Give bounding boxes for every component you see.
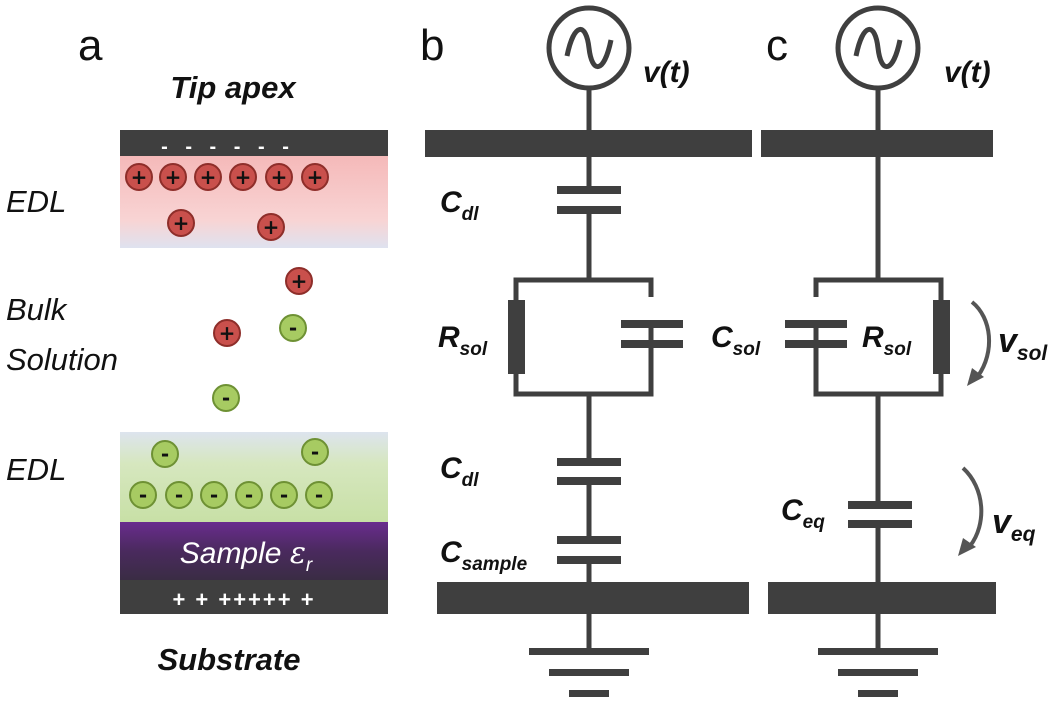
negative-ions-bulk: - - [212,314,307,412]
label-c-dl-top: Cdl [440,186,479,225]
v-eq-arrow-icon [961,466,984,548]
source-label-c: v(t) [944,56,991,89]
resistor-r-sol-b [508,300,525,374]
bulk-label-line2: Solution [6,342,118,377]
tip-plate-b [425,130,752,157]
panel-c-letter: c [766,21,788,70]
panel-a-letter: a [78,21,103,70]
substrate-label: Substrate [158,642,301,677]
svg-text:+: + [291,269,308,293]
svg-text:-: - [161,442,169,466]
svg-text:+: + [307,165,324,189]
sample-layer [120,522,388,580]
svg-text:-: - [175,483,183,507]
svg-text:-: - [222,386,230,410]
negative-ion: - [279,314,307,342]
svg-text:+: + [263,215,280,239]
edl-top-label: EDL [6,184,66,219]
negative-ions-edl: - - - - - - - - [129,438,333,509]
svg-text:-: - [289,316,297,340]
svg-text:-: - [315,483,323,507]
label-r-sol-c: Rsol [862,321,912,360]
substrate-plate-b [437,582,749,614]
sine-wave-icon [564,26,614,70]
positive-ion: + [229,163,257,191]
negative-ion: - [165,481,193,509]
svg-text:+: + [200,165,217,189]
v-sol-arrow-icon [970,300,991,378]
edl-bottom-label: EDL [6,452,66,487]
label-v-eq: veq [992,503,1036,546]
svg-text:+: + [271,165,288,189]
ground-icon [529,648,649,697]
positive-ion: + [257,213,285,241]
negative-ion: - [151,440,179,468]
substrate-plate-c [768,582,996,614]
svg-text:+: + [131,165,148,189]
parallel-branch-b [513,277,654,397]
positive-ion: + [167,209,195,237]
negative-ion: - [200,481,228,509]
tip-plate-c [761,130,993,157]
sine-wave-icon [853,26,903,70]
capacitor-c-sample [557,536,621,544]
capacitor-c-sol-c [785,320,847,328]
label-c-eq: Ceq [781,494,825,533]
positive-ion: + [301,163,329,191]
svg-text:+: + [219,321,236,345]
label-c-sample: Csample [440,536,528,575]
resistor-r-sol-c [933,300,950,374]
panel-b: b v(t) Cdl Rsol Cdl Csample [420,5,752,697]
positive-ion: + [194,163,222,191]
positive-ion: + [159,163,187,191]
negative-ion: - [270,481,298,509]
negative-ion: - [235,481,263,509]
positive-ion: + [285,267,313,295]
label-c-sol: Csol [711,321,761,360]
tip-plate [120,130,388,156]
ground-icon [818,648,938,697]
capacitor-c-dl-top [557,186,621,194]
capacitor-c-sol-b [621,320,683,328]
capacitor-c-eq [848,501,912,509]
svg-text:-: - [280,483,288,507]
substrate-positive-charges: + + +++++ + [172,587,315,612]
positive-ion: + [265,163,293,191]
panel-a: a Tip apex - - - - - - + + + + + + + + +… [6,21,388,677]
tip-negative-charges: - - - - - - [161,136,295,158]
negative-ion: - [305,481,333,509]
negative-ion: - [301,438,329,466]
negative-ion: - [212,384,240,412]
svg-text:+: + [165,165,182,189]
sample-label: Sample εr [180,536,313,576]
panel-c: c v(t) Csol Rsol vsol Ceq veq [711,5,1048,697]
positive-ions: + + + + + + + + + + [125,163,329,347]
svg-text:-: - [245,483,253,507]
svg-text:+: + [173,211,190,235]
positive-ion: + [125,163,153,191]
label-v-sol: vsol [998,322,1048,365]
substrate-plate [120,580,388,614]
negative-ion: - [129,481,157,509]
svg-text:-: - [139,483,147,507]
positive-ion: + [213,319,241,347]
source-label-b: v(t) [643,56,690,89]
panel-b-letter: b [420,21,444,70]
label-c-dl-bottom: Cdl [440,452,479,491]
label-r-sol-b: Rsol [438,321,488,360]
capacitor-c-dl-bottom [557,458,621,466]
svg-text:-: - [210,483,218,507]
tip-apex-label: Tip apex [170,70,297,105]
svg-text:+: + [235,165,252,189]
bulk-label-line1: Bulk [6,292,68,327]
svg-text:-: - [311,440,319,464]
